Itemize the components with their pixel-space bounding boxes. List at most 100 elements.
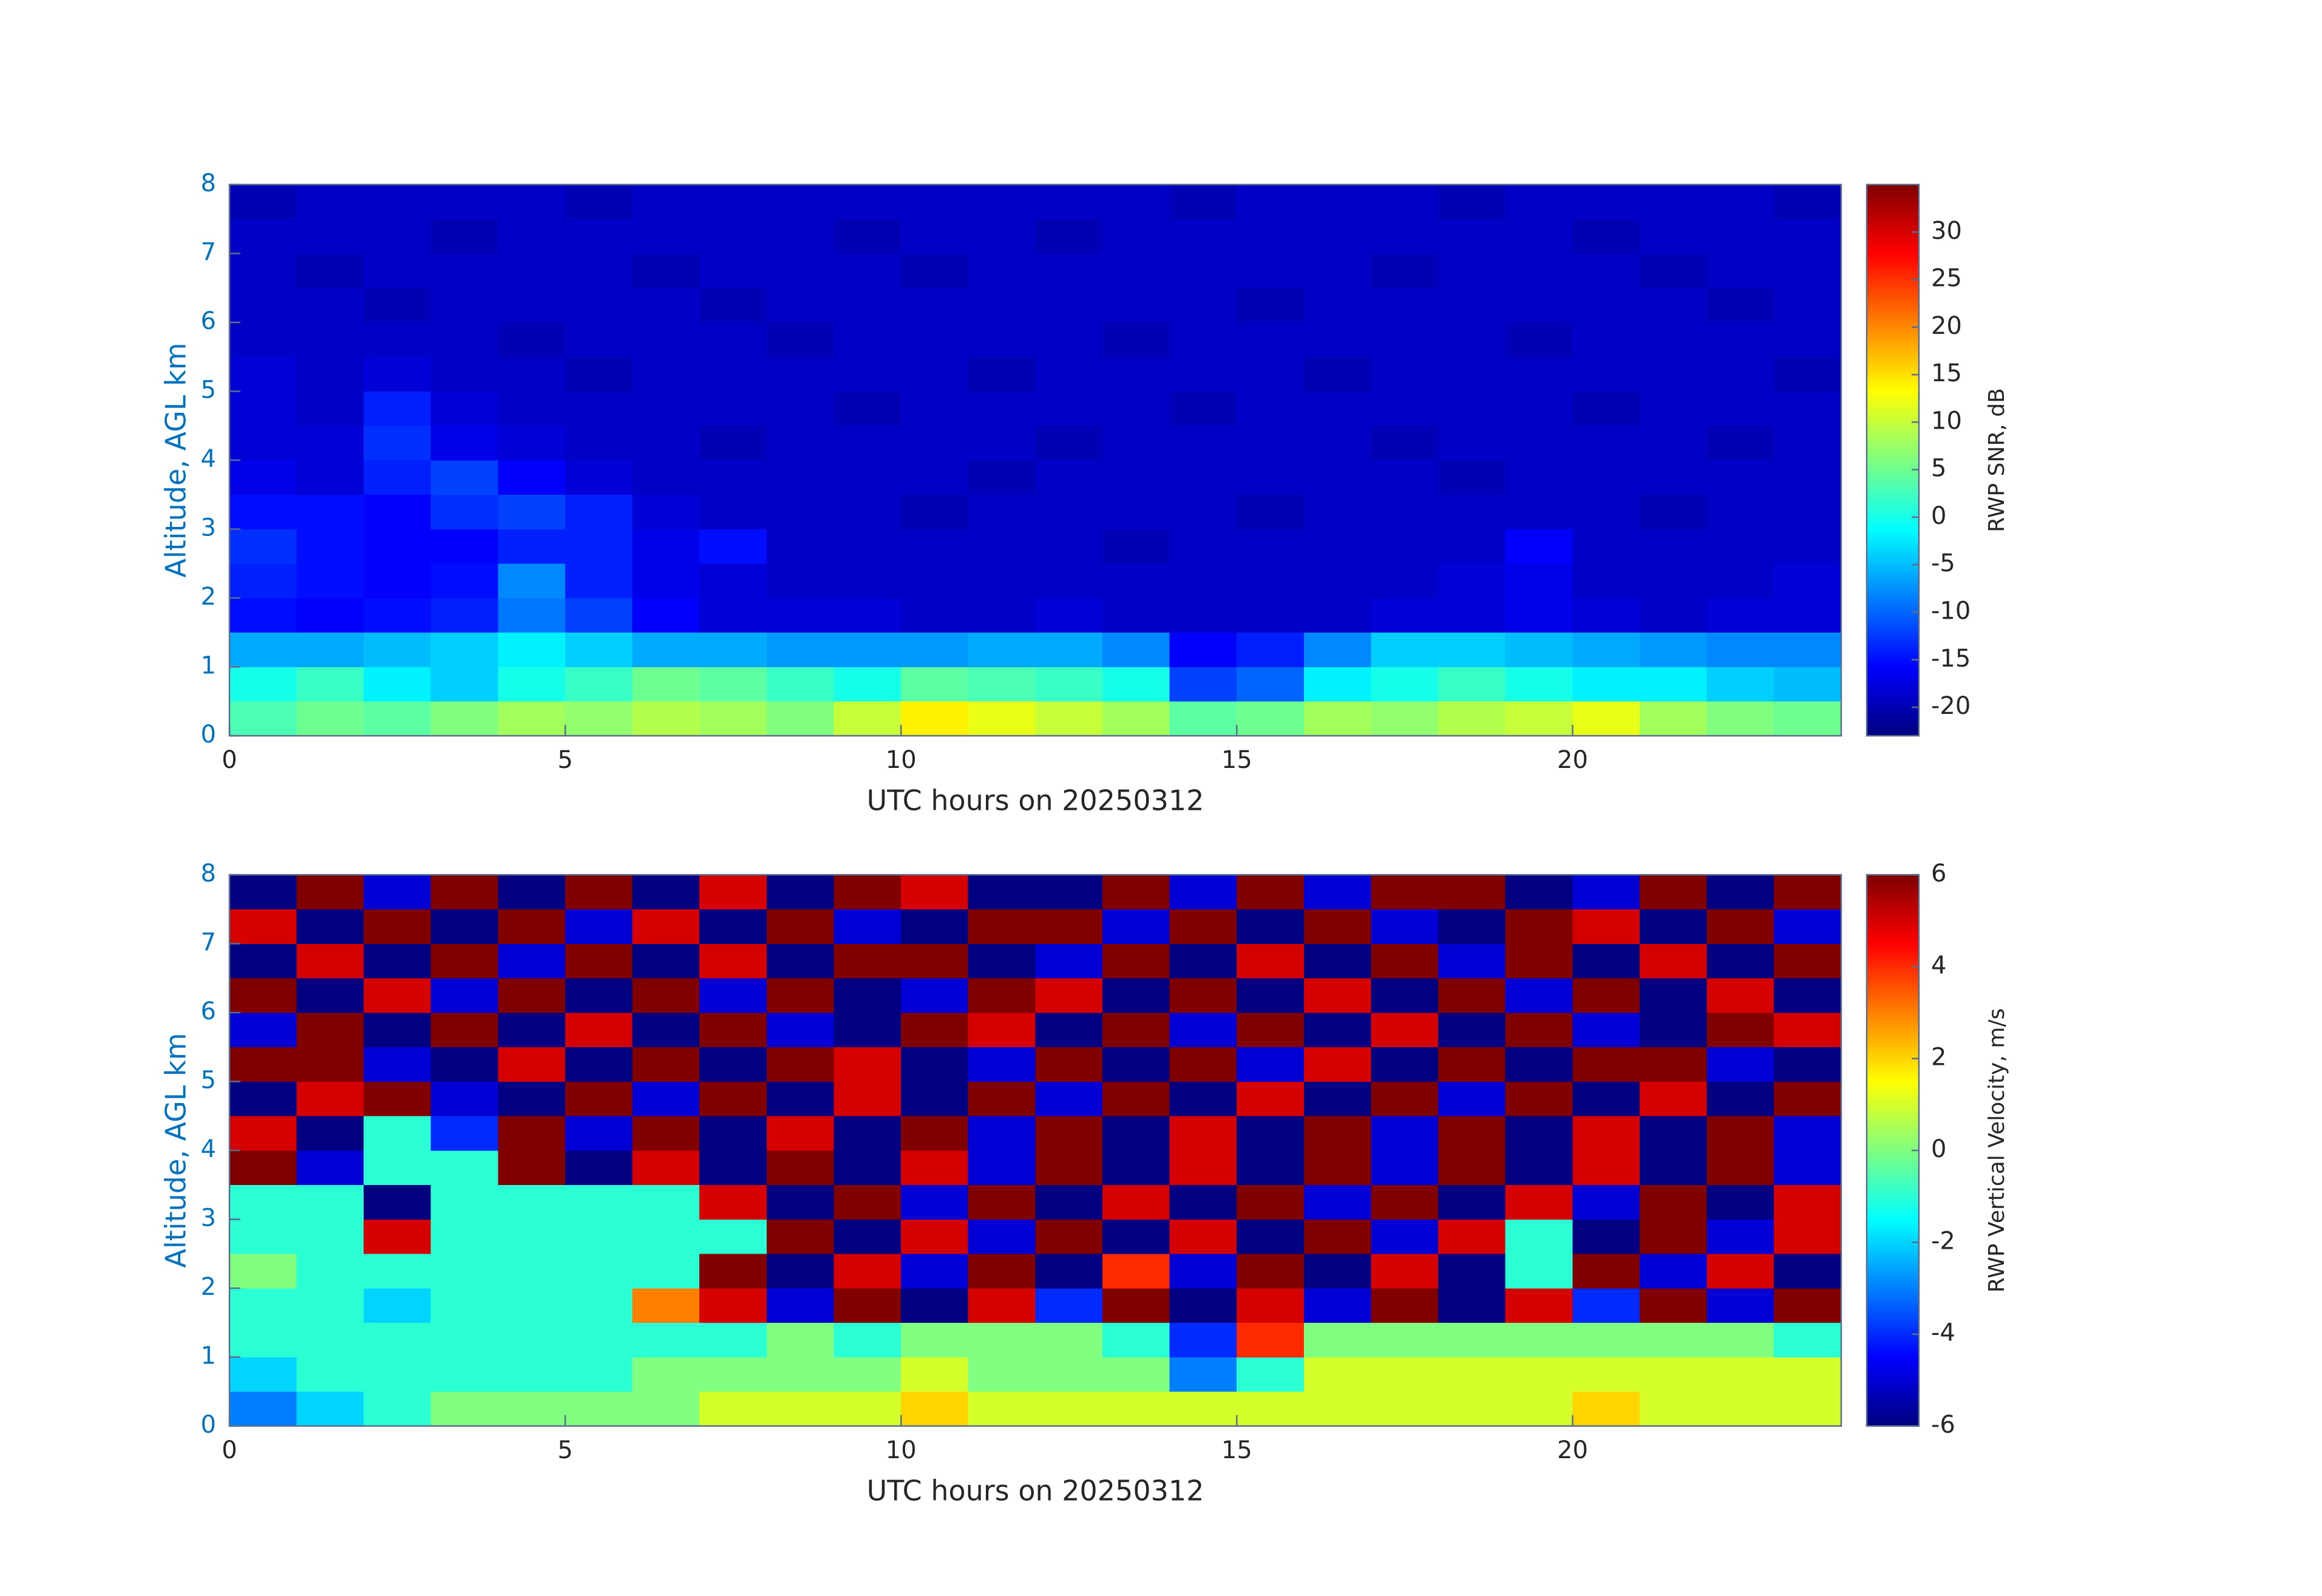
heatmap-cell <box>296 1254 364 1289</box>
heatmap-cell <box>229 667 297 702</box>
heatmap-cell <box>1371 322 1439 357</box>
heatmap-cell <box>766 184 834 219</box>
heatmap-cell <box>632 1322 700 1357</box>
heatmap-cell <box>1774 219 1842 254</box>
heatmap-cell <box>1572 1012 1640 1047</box>
heatmap-cell <box>1102 288 1170 323</box>
heatmap-cell <box>565 909 633 944</box>
heatmap-cell <box>1102 322 1170 357</box>
heatmap-cell <box>901 1047 969 1082</box>
heatmap-cell <box>296 701 364 736</box>
heatmap-cell <box>1706 874 1774 909</box>
heatmap-cell <box>968 288 1036 323</box>
heatmap-cell <box>1774 874 1842 909</box>
heatmap-cell <box>1774 356 1842 392</box>
heatmap-cell <box>1035 632 1103 667</box>
heatmap-cell <box>296 943 364 979</box>
heatmap-cell <box>1237 874 1305 909</box>
heatmap-cell <box>1639 288 1707 323</box>
heatmap-cell <box>364 1184 432 1220</box>
heatmap-cell <box>498 1081 566 1116</box>
heatmap-cell <box>766 667 834 702</box>
heatmap-cell <box>1774 322 1842 357</box>
heatmap-cell <box>1035 494 1103 529</box>
heatmap-cell <box>901 701 969 736</box>
heatmap-cell <box>632 529 700 564</box>
heatmap-cell <box>1505 1081 1573 1116</box>
heatmap-cell <box>430 978 498 1013</box>
heatmap-cell <box>968 1012 1036 1047</box>
heatmap-cell <box>498 1219 566 1254</box>
heatmap-cell <box>1371 356 1439 392</box>
heatmap-cell <box>766 460 834 495</box>
heatmap-cell <box>1371 184 1439 219</box>
heatmap-cell <box>968 1288 1036 1323</box>
heatmap-cell <box>632 184 700 219</box>
heatmap-cell <box>364 563 432 599</box>
colorbar-tick-label: 0 <box>1931 1135 1946 1163</box>
heatmap-cell <box>1237 1150 1305 1185</box>
heatmap-cell <box>1505 460 1573 495</box>
heatmap-cell <box>1237 1219 1305 1254</box>
heatmap-cell <box>968 1219 1036 1254</box>
heatmap-cell <box>565 978 633 1013</box>
heatmap-cell <box>364 909 432 944</box>
heatmap-cell <box>1572 1219 1640 1254</box>
heatmap-cell <box>498 563 566 599</box>
heatmap-cell <box>1035 1150 1103 1185</box>
heatmap-cell <box>1237 597 1305 633</box>
heatmap-cell <box>1371 978 1439 1013</box>
heatmap-cell <box>1371 391 1439 426</box>
heatmap-cell <box>632 460 700 495</box>
heatmap-cell <box>364 219 432 254</box>
heatmap-cell <box>1438 1116 1506 1151</box>
heatmap-cell <box>1371 874 1439 909</box>
heatmap-cell <box>632 1391 700 1427</box>
heatmap-cell <box>968 874 1036 909</box>
heatmap-cell <box>565 1219 633 1254</box>
heatmap-cell <box>1169 529 1237 564</box>
heatmap-cell <box>1639 597 1707 633</box>
heatmap-cell <box>1169 460 1237 495</box>
heatmap-cell <box>766 943 834 979</box>
heatmap-cell <box>1102 184 1170 219</box>
heatmap-cell <box>1706 460 1774 495</box>
heatmap-cell <box>1371 460 1439 495</box>
heatmap-cell <box>498 1322 566 1357</box>
heatmap-cell <box>632 494 700 529</box>
heatmap-cell <box>1102 1150 1170 1185</box>
heatmap-cell <box>1169 978 1237 1013</box>
heatmap-cell <box>1102 391 1170 426</box>
heatmap-cell <box>565 1391 633 1427</box>
heatmap-cell <box>1706 1081 1774 1116</box>
heatmap-cell <box>632 943 700 979</box>
heatmap-cell <box>1706 597 1774 633</box>
heatmap-cell <box>1572 874 1640 909</box>
heatmap-cell <box>1774 426 1842 461</box>
heatmap-cell <box>632 391 700 426</box>
heatmap-cell <box>699 1322 767 1357</box>
heatmap-cell <box>1237 494 1305 529</box>
heatmap-cell <box>632 1184 700 1220</box>
heatmap-cell <box>1774 1081 1842 1116</box>
heatmap-cell <box>901 219 969 254</box>
heatmap-cell <box>968 460 1036 495</box>
heatmap-cell <box>1639 184 1707 219</box>
heatmap-cell <box>229 563 297 599</box>
heatmap-cell <box>1572 943 1640 979</box>
heatmap-cell <box>430 391 498 426</box>
heatmap-cell <box>632 322 700 357</box>
heatmap-cell <box>498 1357 566 1392</box>
heatmap-cell <box>833 563 901 599</box>
heatmap-cell <box>699 322 767 357</box>
heatmap-cell <box>430 426 498 461</box>
heatmap-cell <box>1706 288 1774 323</box>
heatmap-cell <box>364 978 432 1013</box>
heatmap-cell <box>1774 1116 1842 1151</box>
heatmap-cell <box>968 632 1036 667</box>
heatmap-cell <box>699 356 767 392</box>
heatmap-cell <box>1706 1012 1774 1047</box>
heatmap-cell <box>1639 322 1707 357</box>
heatmap-cell <box>1169 874 1237 909</box>
